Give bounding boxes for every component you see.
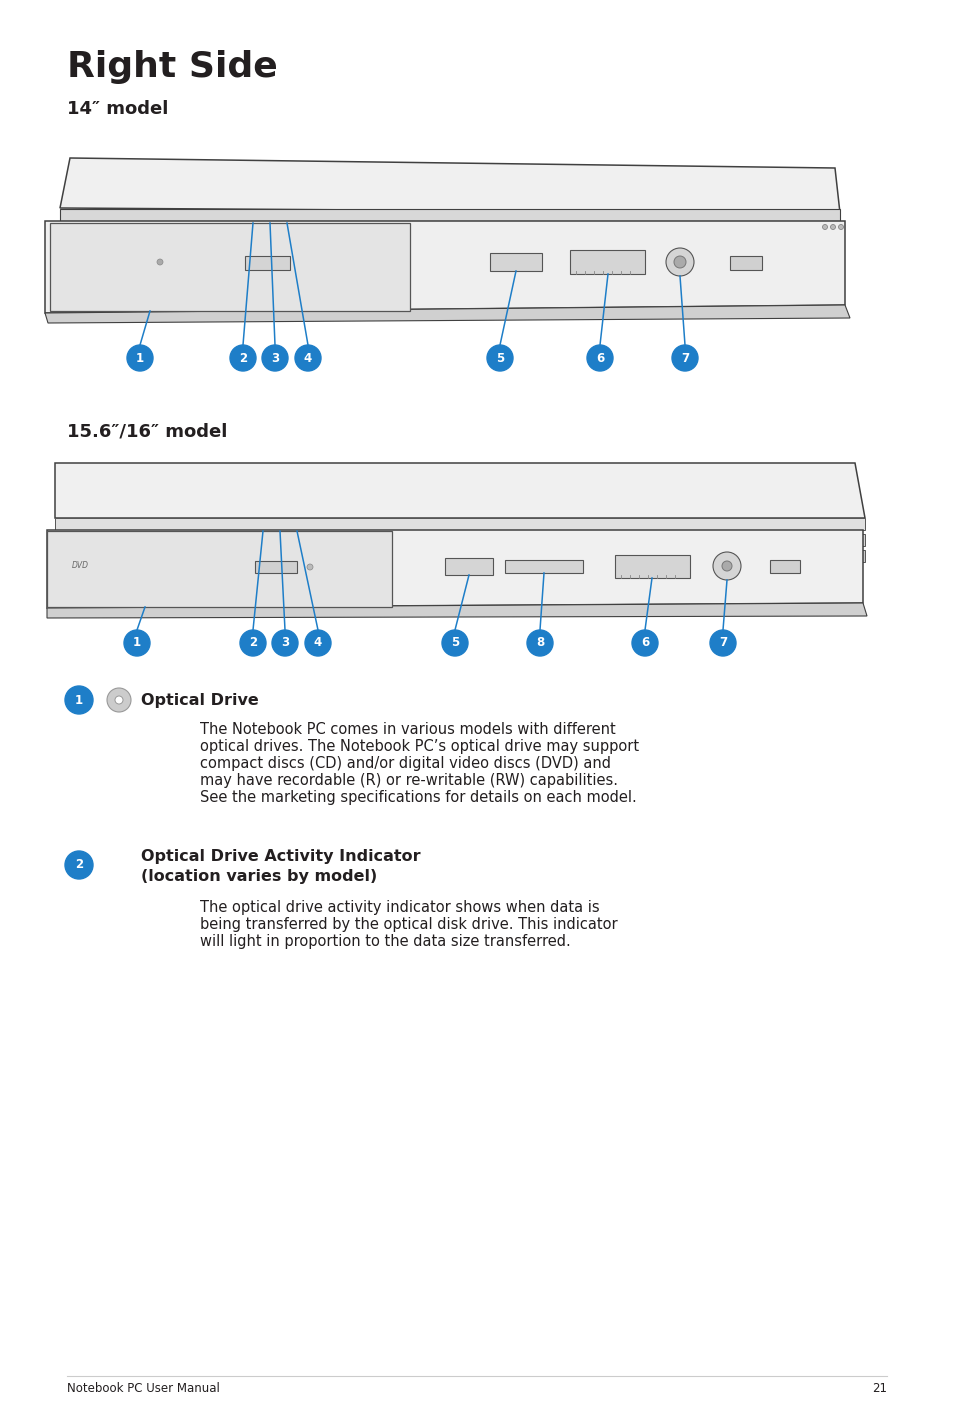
Circle shape xyxy=(272,630,297,657)
Text: 7: 7 xyxy=(680,352,688,364)
Bar xyxy=(50,223,410,311)
Text: 6: 6 xyxy=(640,637,648,649)
Circle shape xyxy=(305,630,331,657)
Text: 5: 5 xyxy=(496,352,503,364)
Text: 5: 5 xyxy=(451,637,458,649)
Circle shape xyxy=(124,630,150,657)
Polygon shape xyxy=(55,550,864,562)
Polygon shape xyxy=(45,221,844,313)
Text: The optical drive activity indicator shows when data is: The optical drive activity indicator sho… xyxy=(200,900,599,915)
Text: 1: 1 xyxy=(135,352,144,364)
Circle shape xyxy=(838,224,842,230)
Circle shape xyxy=(526,630,553,657)
Text: Optical Drive Activity Indicator: Optical Drive Activity Indicator xyxy=(141,848,420,864)
Bar xyxy=(504,560,582,573)
Text: 6: 6 xyxy=(596,352,603,364)
Text: 2: 2 xyxy=(238,352,247,364)
Circle shape xyxy=(671,345,698,372)
Polygon shape xyxy=(45,305,849,323)
Circle shape xyxy=(65,851,92,879)
Text: Right Side: Right Side xyxy=(67,50,277,84)
Circle shape xyxy=(127,345,152,372)
Circle shape xyxy=(262,345,288,372)
Text: The Notebook PC comes in various models with different: The Notebook PC comes in various models … xyxy=(200,722,615,737)
Polygon shape xyxy=(47,530,862,608)
Text: 21: 21 xyxy=(871,1381,886,1394)
Bar xyxy=(60,208,840,221)
Text: (location varies by model): (location varies by model) xyxy=(141,868,376,883)
Polygon shape xyxy=(55,464,864,518)
Circle shape xyxy=(107,688,131,712)
Text: compact discs (CD) and/or digital video discs (DVD) and: compact discs (CD) and/or digital video … xyxy=(200,756,610,771)
Circle shape xyxy=(712,552,740,580)
Text: may have recordable (R) or re-writable (RW) capabilities.: may have recordable (R) or re-writable (… xyxy=(200,773,618,788)
Text: being transferred by the optical disk drive. This indicator: being transferred by the optical disk dr… xyxy=(200,917,617,932)
Circle shape xyxy=(157,259,163,265)
Circle shape xyxy=(673,257,685,268)
Text: 14″ model: 14″ model xyxy=(67,101,168,118)
Circle shape xyxy=(307,564,313,570)
Text: Notebook PC User Manual: Notebook PC User Manual xyxy=(67,1381,219,1394)
Bar xyxy=(47,530,392,607)
Circle shape xyxy=(294,345,320,372)
Text: 2: 2 xyxy=(249,637,256,649)
Circle shape xyxy=(486,345,513,372)
Bar xyxy=(490,252,541,271)
Bar xyxy=(254,562,296,573)
Circle shape xyxy=(115,696,123,703)
Circle shape xyxy=(830,224,835,230)
Text: 4: 4 xyxy=(314,637,322,649)
Circle shape xyxy=(721,562,731,571)
Text: See the marketing specifications for details on each model.: See the marketing specifications for det… xyxy=(200,790,636,805)
Circle shape xyxy=(230,345,255,372)
Polygon shape xyxy=(55,535,864,546)
Bar xyxy=(769,560,800,573)
Circle shape xyxy=(631,630,658,657)
Polygon shape xyxy=(55,518,864,530)
Text: 7: 7 xyxy=(719,637,726,649)
Polygon shape xyxy=(47,603,866,618)
Polygon shape xyxy=(60,157,840,213)
Text: will light in proportion to the data size transferred.: will light in proportion to the data siz… xyxy=(200,934,570,949)
Text: 3: 3 xyxy=(271,352,279,364)
Text: 3: 3 xyxy=(280,637,289,649)
Bar xyxy=(569,250,644,274)
Circle shape xyxy=(586,345,613,372)
Text: 2: 2 xyxy=(75,858,83,872)
Circle shape xyxy=(65,686,92,715)
Bar xyxy=(444,559,493,576)
Text: 1: 1 xyxy=(75,693,83,706)
Circle shape xyxy=(709,630,735,657)
Bar xyxy=(729,257,761,269)
Text: 4: 4 xyxy=(304,352,312,364)
Text: 1: 1 xyxy=(132,637,141,649)
Text: 8: 8 xyxy=(536,637,543,649)
Text: optical drives. The Notebook PC’s optical drive may support: optical drives. The Notebook PC’s optica… xyxy=(200,739,639,754)
Bar xyxy=(615,554,689,579)
Circle shape xyxy=(665,248,693,277)
Text: Optical Drive: Optical Drive xyxy=(141,692,258,708)
Text: DVD: DVD xyxy=(71,562,89,570)
Text: 15.6″/16″ model: 15.6″/16″ model xyxy=(67,423,227,441)
Circle shape xyxy=(441,630,468,657)
Bar xyxy=(245,257,290,269)
Circle shape xyxy=(240,630,266,657)
Circle shape xyxy=(821,224,826,230)
